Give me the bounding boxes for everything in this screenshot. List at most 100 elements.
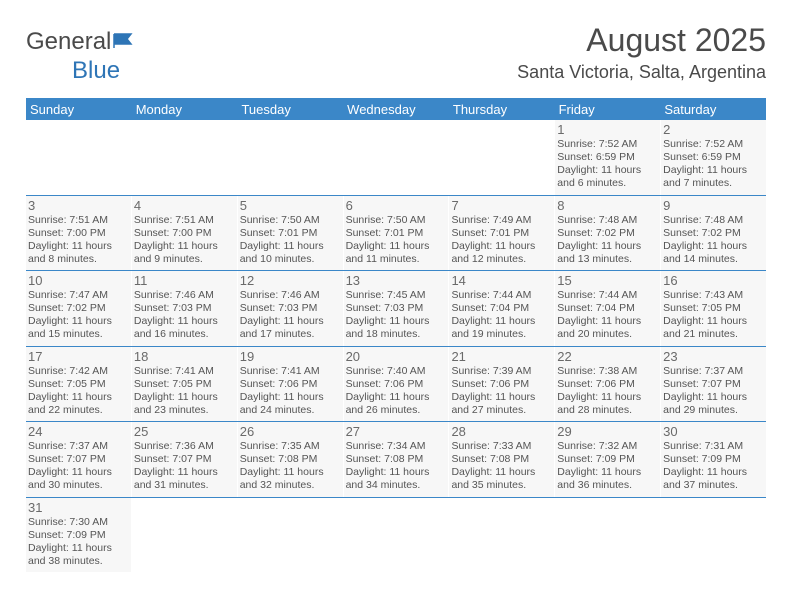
- day-cell: 13Sunrise: 7:45 AMSunset: 7:03 PMDayligh…: [344, 271, 450, 346]
- day-number: 13: [346, 273, 447, 288]
- day-daylight2: and 16 minutes.: [134, 328, 235, 341]
- day-sunrise: Sunrise: 7:44 AM: [557, 289, 658, 302]
- day-daylight1: Daylight: 11 hours: [134, 315, 235, 328]
- day-number: 14: [451, 273, 552, 288]
- day-daylight1: Daylight: 11 hours: [346, 391, 447, 404]
- day-number: 6: [346, 198, 447, 213]
- day-cell: 6Sunrise: 7:50 AMSunset: 7:01 PMDaylight…: [344, 196, 450, 271]
- day-cell: 14Sunrise: 7:44 AMSunset: 7:04 PMDayligh…: [449, 271, 555, 346]
- day-cell: 15Sunrise: 7:44 AMSunset: 7:04 PMDayligh…: [555, 271, 661, 346]
- day-sunrise: Sunrise: 7:50 AM: [346, 214, 447, 227]
- day-cell: 22Sunrise: 7:38 AMSunset: 7:06 PMDayligh…: [555, 347, 661, 422]
- day-sunset: Sunset: 7:09 PM: [28, 529, 129, 542]
- empty-cell: [238, 120, 344, 195]
- day-daylight2: and 29 minutes.: [663, 404, 764, 417]
- day-sunrise: Sunrise: 7:51 AM: [28, 214, 129, 227]
- day-daylight1: Daylight: 11 hours: [134, 391, 235, 404]
- day-number: 12: [240, 273, 341, 288]
- day-sunset: Sunset: 6:59 PM: [663, 151, 764, 164]
- day-number: 21: [451, 349, 552, 364]
- day-number: 10: [28, 273, 129, 288]
- day-daylight1: Daylight: 11 hours: [134, 240, 235, 253]
- day-sunset: Sunset: 7:08 PM: [451, 453, 552, 466]
- day-sunset: Sunset: 7:05 PM: [663, 302, 764, 315]
- day-sunset: Sunset: 7:07 PM: [663, 378, 764, 391]
- day-cell: 18Sunrise: 7:41 AMSunset: 7:05 PMDayligh…: [132, 347, 238, 422]
- day-daylight1: Daylight: 11 hours: [663, 391, 764, 404]
- day-daylight1: Daylight: 11 hours: [557, 466, 658, 479]
- day-sunset: Sunset: 7:04 PM: [451, 302, 552, 315]
- day-daylight2: and 32 minutes.: [240, 479, 341, 492]
- day-daylight1: Daylight: 11 hours: [346, 466, 447, 479]
- day-cell: 28Sunrise: 7:33 AMSunset: 7:08 PMDayligh…: [449, 422, 555, 497]
- day-number: 22: [557, 349, 658, 364]
- day-number: 15: [557, 273, 658, 288]
- day-sunrise: Sunrise: 7:51 AM: [134, 214, 235, 227]
- day-cell: 8Sunrise: 7:48 AMSunset: 7:02 PMDaylight…: [555, 196, 661, 271]
- day-daylight1: Daylight: 11 hours: [663, 466, 764, 479]
- day-sunset: Sunset: 7:01 PM: [451, 227, 552, 240]
- day-daylight2: and 13 minutes.: [557, 253, 658, 266]
- day-sunrise: Sunrise: 7:35 AM: [240, 440, 341, 453]
- day-daylight2: and 28 minutes.: [557, 404, 658, 417]
- day-number: 19: [240, 349, 341, 364]
- day-cell: 30Sunrise: 7:31 AMSunset: 7:09 PMDayligh…: [661, 422, 766, 497]
- day-number: 29: [557, 424, 658, 439]
- weekday-header: Tuesday: [237, 102, 343, 117]
- day-daylight2: and 31 minutes.: [134, 479, 235, 492]
- day-cell: 17Sunrise: 7:42 AMSunset: 7:05 PMDayligh…: [26, 347, 132, 422]
- empty-cell: [344, 120, 450, 195]
- day-sunrise: Sunrise: 7:47 AM: [28, 289, 129, 302]
- day-cell: 26Sunrise: 7:35 AMSunset: 7:08 PMDayligh…: [238, 422, 344, 497]
- day-daylight2: and 23 minutes.: [134, 404, 235, 417]
- day-sunset: Sunset: 7:02 PM: [557, 227, 658, 240]
- day-daylight1: Daylight: 11 hours: [28, 542, 129, 555]
- day-sunset: Sunset: 7:05 PM: [28, 378, 129, 391]
- day-sunset: Sunset: 7:01 PM: [346, 227, 447, 240]
- week-row: 17Sunrise: 7:42 AMSunset: 7:05 PMDayligh…: [26, 347, 766, 423]
- weekday-header: Sunday: [26, 102, 132, 117]
- day-cell: 19Sunrise: 7:41 AMSunset: 7:06 PMDayligh…: [238, 347, 344, 422]
- day-daylight2: and 11 minutes.: [346, 253, 447, 266]
- location-text: Santa Victoria, Salta, Argentina: [517, 62, 766, 83]
- day-daylight1: Daylight: 11 hours: [28, 240, 129, 253]
- week-row: 3Sunrise: 7:51 AMSunset: 7:00 PMDaylight…: [26, 196, 766, 272]
- day-cell: 4Sunrise: 7:51 AMSunset: 7:00 PMDaylight…: [132, 196, 238, 271]
- day-number: 2: [663, 122, 764, 137]
- day-daylight1: Daylight: 11 hours: [240, 391, 341, 404]
- day-sunrise: Sunrise: 7:50 AM: [240, 214, 341, 227]
- day-daylight2: and 8 minutes.: [28, 253, 129, 266]
- day-daylight2: and 26 minutes.: [346, 404, 447, 417]
- day-number: 7: [451, 198, 552, 213]
- day-sunrise: Sunrise: 7:38 AM: [557, 365, 658, 378]
- day-daylight1: Daylight: 11 hours: [557, 240, 658, 253]
- day-daylight1: Daylight: 11 hours: [663, 315, 764, 328]
- day-cell: 11Sunrise: 7:46 AMSunset: 7:03 PMDayligh…: [132, 271, 238, 346]
- day-number: 17: [28, 349, 129, 364]
- day-cell: 31Sunrise: 7:30 AMSunset: 7:09 PMDayligh…: [26, 498, 132, 573]
- empty-cell: [26, 120, 132, 195]
- day-daylight2: and 36 minutes.: [557, 479, 658, 492]
- day-daylight1: Daylight: 11 hours: [663, 164, 764, 177]
- week-row: 24Sunrise: 7:37 AMSunset: 7:07 PMDayligh…: [26, 422, 766, 498]
- day-daylight2: and 24 minutes.: [240, 404, 341, 417]
- day-sunset: Sunset: 7:06 PM: [346, 378, 447, 391]
- day-daylight2: and 37 minutes.: [663, 479, 764, 492]
- day-sunset: Sunset: 7:03 PM: [134, 302, 235, 315]
- day-sunset: Sunset: 7:08 PM: [346, 453, 447, 466]
- day-sunset: Sunset: 7:06 PM: [451, 378, 552, 391]
- day-number: 16: [663, 273, 764, 288]
- day-sunrise: Sunrise: 7:37 AM: [663, 365, 764, 378]
- day-daylight2: and 15 minutes.: [28, 328, 129, 341]
- day-sunrise: Sunrise: 7:49 AM: [451, 214, 552, 227]
- day-daylight1: Daylight: 11 hours: [346, 315, 447, 328]
- weekday-header: Thursday: [449, 102, 555, 117]
- weekday-header: Saturday: [660, 102, 766, 117]
- day-number: 27: [346, 424, 447, 439]
- day-daylight2: and 17 minutes.: [240, 328, 341, 341]
- day-daylight2: and 22 minutes.: [28, 404, 129, 417]
- day-number: 25: [134, 424, 235, 439]
- day-number: 5: [240, 198, 341, 213]
- day-sunrise: Sunrise: 7:48 AM: [557, 214, 658, 227]
- day-number: 1: [557, 122, 658, 137]
